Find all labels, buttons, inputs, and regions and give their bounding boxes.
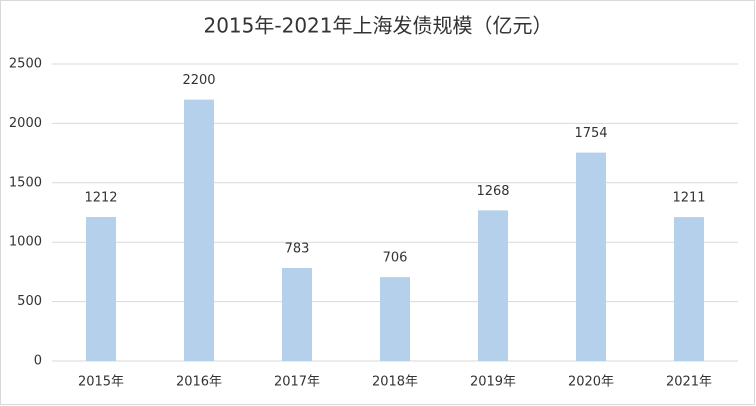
chart-title: 2015年-2021年上海发债规模（亿元）: [203, 14, 552, 38]
data-label: 1211: [672, 191, 705, 206]
x-tick-label: 2019年: [470, 375, 516, 390]
y-tick-label: 500: [17, 294, 42, 309]
data-label: 783: [285, 241, 310, 256]
data-label: 1268: [476, 184, 509, 199]
x-tick-label: 2020年: [568, 375, 614, 390]
y-tick-label: 2000: [9, 116, 42, 131]
bar: [576, 152, 606, 361]
data-label: 2200: [182, 73, 215, 88]
x-tick-label: 2021年: [666, 375, 712, 390]
bar: [86, 217, 116, 361]
data-label: 1754: [574, 126, 607, 141]
bar: [184, 99, 214, 361]
x-tick-label: 2018年: [372, 375, 418, 390]
x-tick-label: 2016年: [176, 375, 222, 390]
y-tick-label: 1000: [9, 235, 42, 250]
bar: [282, 267, 312, 361]
bar: [478, 210, 508, 361]
y-tick-label: 2500: [9, 57, 42, 72]
x-tick-label: 2017年: [274, 375, 320, 390]
bar: [674, 217, 704, 361]
y-tick-label: 0: [34, 354, 42, 369]
data-label: 706: [383, 251, 408, 266]
x-tick-label: 2015年: [78, 375, 124, 390]
bar: [380, 277, 410, 361]
data-label: 1212: [84, 191, 117, 206]
y-tick-label: 1500: [9, 175, 42, 190]
